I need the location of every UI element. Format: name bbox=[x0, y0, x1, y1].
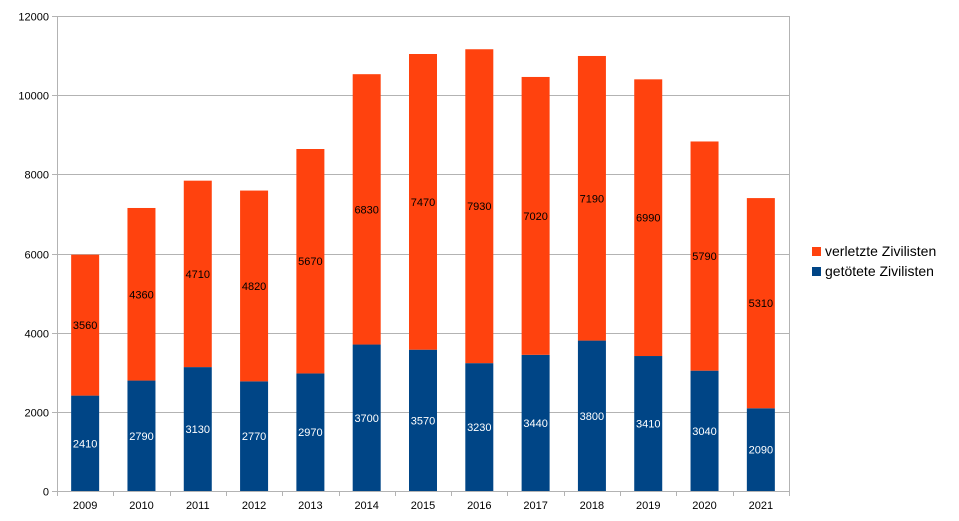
bar-segment-injured bbox=[240, 190, 269, 382]
y-tick-label: 2000 bbox=[25, 408, 49, 420]
bar-segment-killed bbox=[521, 354, 550, 491]
data-label: 3410 bbox=[636, 419, 660, 431]
data-label: 3570 bbox=[411, 415, 435, 427]
bar-segment-killed bbox=[71, 395, 100, 491]
y-tick-label: 8000 bbox=[25, 170, 49, 182]
x-tick-label: 2011 bbox=[186, 500, 210, 512]
data-label: 6830 bbox=[354, 204, 378, 216]
data-labels: 2410 3560 2790 4360 3130 4710 2770 4820 2970 5670… bbox=[73, 193, 773, 456]
bar-segment-injured bbox=[634, 79, 663, 357]
data-label: 3440 bbox=[523, 418, 547, 430]
bar-segment-killed bbox=[240, 381, 269, 491]
data-label: 6990 bbox=[636, 213, 660, 225]
data-label: 3230 bbox=[467, 422, 491, 434]
bar-segment-killed bbox=[409, 349, 437, 491]
data-label: 2770 bbox=[242, 431, 266, 443]
bar-segment-killed bbox=[634, 356, 663, 491]
x-tick-label: 2009 bbox=[73, 500, 97, 512]
x-tick-label: 2018 bbox=[580, 500, 604, 512]
data-label: 5670 bbox=[298, 256, 322, 268]
x-tick-label: 2014 bbox=[354, 500, 378, 512]
bar-segment-injured bbox=[521, 76, 550, 355]
data-label: 7470 bbox=[411, 197, 435, 209]
bar-segment-killed bbox=[352, 344, 381, 491]
data-label: 3130 bbox=[186, 424, 210, 436]
y-tick-label: 12000 bbox=[18, 12, 49, 24]
y-tick-label: 4000 bbox=[25, 329, 49, 341]
data-label: 7930 bbox=[467, 201, 491, 213]
data-label: 7020 bbox=[523, 211, 547, 223]
data-label: 3040 bbox=[692, 426, 716, 438]
bar-segment-injured bbox=[71, 254, 100, 396]
y-tick-label: 6000 bbox=[25, 250, 49, 262]
data-label: 2970 bbox=[298, 427, 322, 439]
bar-segment-killed bbox=[746, 408, 775, 491]
x-tick-label: 2013 bbox=[298, 500, 322, 512]
axes bbox=[52, 16, 790, 496]
x-tick-label: 2021 bbox=[749, 500, 773, 512]
bar-segment-injured bbox=[183, 180, 212, 368]
bar-segment-killed bbox=[127, 380, 156, 491]
bar-segment-injured bbox=[127, 207, 156, 381]
data-label: 5310 bbox=[749, 298, 773, 310]
data-label: 2410 bbox=[73, 438, 97, 450]
legend-item-killed: getötete Zivilisten bbox=[812, 261, 936, 281]
bar-segment-injured bbox=[465, 49, 494, 364]
bar-segment-injured bbox=[409, 54, 437, 350]
x-tick-label: 2012 bbox=[242, 500, 266, 512]
legend-item-injured: verletzte Zivilisten bbox=[812, 241, 936, 261]
x-tick-label: 2016 bbox=[467, 500, 491, 512]
legend: verletzte Zivilisten getötete Zivilisten bbox=[812, 241, 936, 281]
x-axis-tick-labels: 2009 2010 2011 2012 2013 2014 2015 2016 2017 2018… bbox=[73, 500, 773, 512]
legend-label-killed: getötete Zivilisten bbox=[825, 263, 934, 279]
y-tick-label: 10000 bbox=[18, 91, 49, 103]
bar-segment-killed bbox=[183, 367, 212, 491]
legend-swatch-killed bbox=[812, 266, 821, 276]
x-tick-label: 2015 bbox=[411, 500, 435, 512]
bar-segment-killed bbox=[577, 340, 606, 491]
bar-segment-injured bbox=[296, 149, 325, 374]
data-label: 3560 bbox=[73, 320, 97, 332]
y-axis-tick-labels: 0 2000 4000 6000 8000 10000 12000 bbox=[18, 12, 49, 499]
data-label: 4360 bbox=[129, 289, 153, 301]
legend-swatch-injured bbox=[812, 246, 821, 256]
data-label: 3700 bbox=[354, 413, 378, 425]
bar-segment-killed bbox=[465, 363, 494, 491]
bar-segment-killed bbox=[296, 373, 325, 491]
data-label: 2790 bbox=[129, 431, 153, 443]
data-label: 4710 bbox=[186, 269, 210, 281]
data-label: 3800 bbox=[580, 411, 604, 423]
y-tick-label: 0 bbox=[43, 487, 49, 499]
data-label: 7190 bbox=[580, 193, 604, 205]
bar-segment-injured bbox=[690, 141, 719, 371]
x-tick-label: 2020 bbox=[692, 500, 716, 512]
x-tick-label: 2017 bbox=[523, 500, 547, 512]
bar-segment-injured bbox=[746, 198, 775, 409]
legend-label-injured: verletzte Zivilisten bbox=[825, 243, 937, 259]
data-label: 2090 bbox=[749, 445, 773, 457]
data-label: 4820 bbox=[242, 281, 266, 293]
bar-segment-injured bbox=[352, 74, 381, 345]
x-tick-label: 2019 bbox=[636, 500, 660, 512]
bar-segment-killed bbox=[690, 370, 719, 491]
x-tick-label: 2010 bbox=[129, 500, 153, 512]
data-label: 5790 bbox=[692, 251, 716, 263]
bar-segment-injured bbox=[577, 55, 606, 341]
bars bbox=[71, 49, 775, 491]
